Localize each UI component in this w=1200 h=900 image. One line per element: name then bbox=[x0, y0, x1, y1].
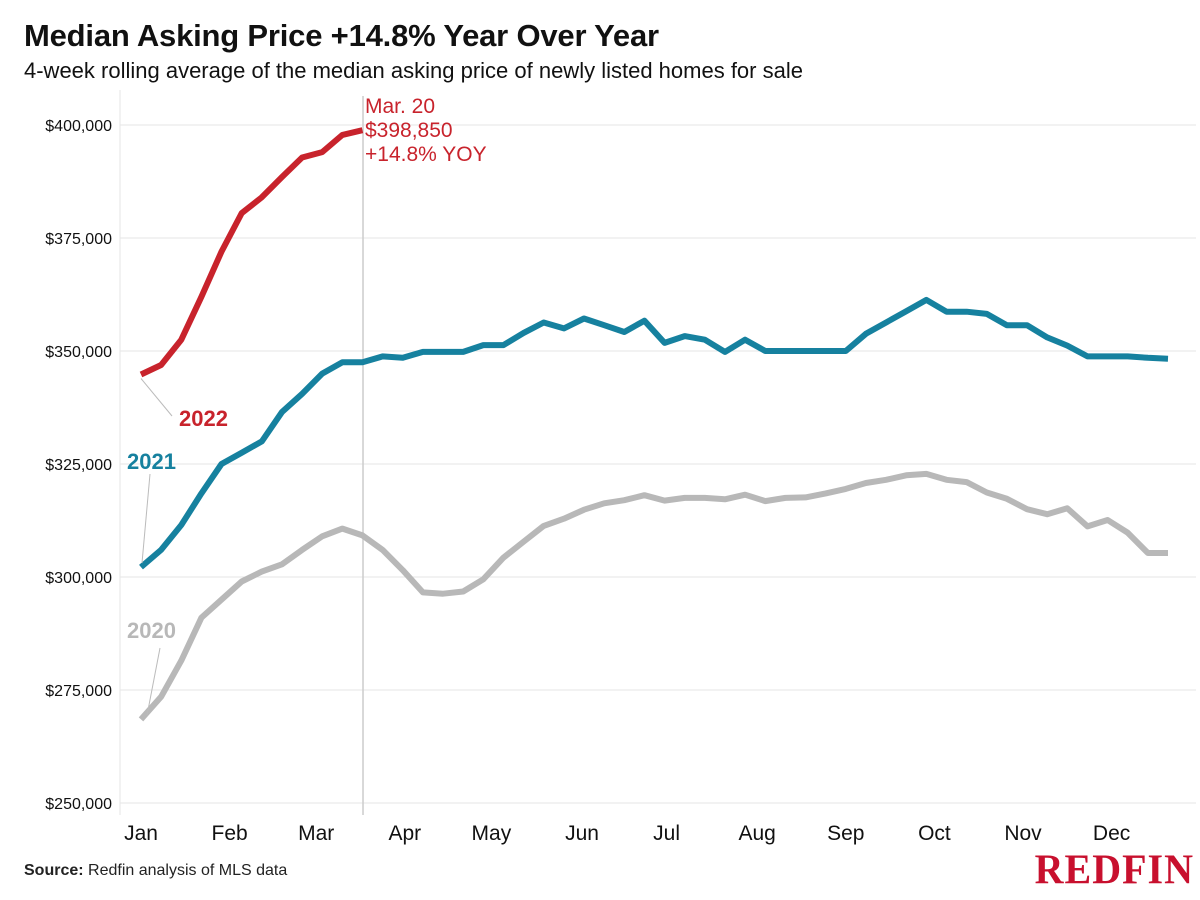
gridlines bbox=[119, 90, 1196, 815]
annotation-yoy: +14.8% YOY bbox=[365, 143, 487, 166]
x-tick-label: Sep bbox=[827, 822, 864, 845]
leader-line-2022 bbox=[140, 378, 173, 417]
x-tick-label: May bbox=[472, 822, 512, 845]
series-label-2020: 2020 bbox=[127, 618, 176, 643]
y-tick-label: $250,000 bbox=[45, 796, 112, 813]
series-line-2021 bbox=[139, 296, 1169, 570]
series-label-2022: 2022 bbox=[179, 406, 228, 431]
x-tick-label: Jan bbox=[124, 822, 158, 845]
y-tick-label: $350,000 bbox=[45, 344, 112, 361]
series-lines bbox=[138, 127, 1169, 722]
series-line-2020 bbox=[138, 470, 1168, 722]
x-tick-label: Nov bbox=[1004, 822, 1042, 845]
redfin-logo: REDFIN bbox=[1034, 845, 1194, 894]
x-axis-ticks: Jan Feb Mar Apr May Jun Jul Aug Sep Oct Nov Dec bbox=[124, 822, 1130, 845]
source-text: Redfin analysis of MLS data bbox=[88, 862, 288, 879]
x-tick-label: Feb bbox=[212, 822, 248, 845]
x-tick-label: Jul bbox=[653, 822, 680, 845]
x-tick-label: Mar bbox=[298, 822, 334, 845]
y-tick-label: $375,000 bbox=[45, 231, 112, 248]
x-tick-label: Aug bbox=[739, 822, 776, 845]
source-note: Source: Redfin analysis of MLS data bbox=[24, 862, 287, 880]
x-tick-label: Oct bbox=[918, 822, 951, 845]
annotation-value: $398,850 bbox=[365, 119, 453, 142]
x-tick-label: Apr bbox=[388, 822, 421, 845]
source-label: Source: bbox=[24, 862, 84, 879]
y-tick-label: $300,000 bbox=[45, 570, 112, 587]
annotation: Mar. 20 $398,850 +14.8% YOY bbox=[365, 95, 487, 166]
y-tick-label: $325,000 bbox=[45, 457, 112, 474]
y-axis-ticks: $250,000 $275,000 $300,000 $325,000 $350,000… bbox=[45, 118, 112, 813]
y-tick-label: $275,000 bbox=[45, 683, 112, 700]
x-tick-label: Jun bbox=[565, 822, 599, 845]
series-labels: 2022 2021 2020 bbox=[127, 378, 228, 716]
y-tick-label: $400,000 bbox=[45, 118, 112, 135]
series-label-2021: 2021 bbox=[127, 449, 176, 474]
chart-subtitle: 4-week rolling average of the median ask… bbox=[24, 58, 803, 83]
annotation-date: Mar. 20 bbox=[365, 95, 435, 118]
leader-line-2021 bbox=[141, 473, 151, 564]
series-line-2022 bbox=[139, 127, 364, 378]
leader-line-2020 bbox=[146, 647, 161, 716]
x-tick-label: Dec bbox=[1093, 822, 1130, 845]
chart-title: Median Asking Price +14.8% Year Over Yea… bbox=[24, 18, 659, 53]
